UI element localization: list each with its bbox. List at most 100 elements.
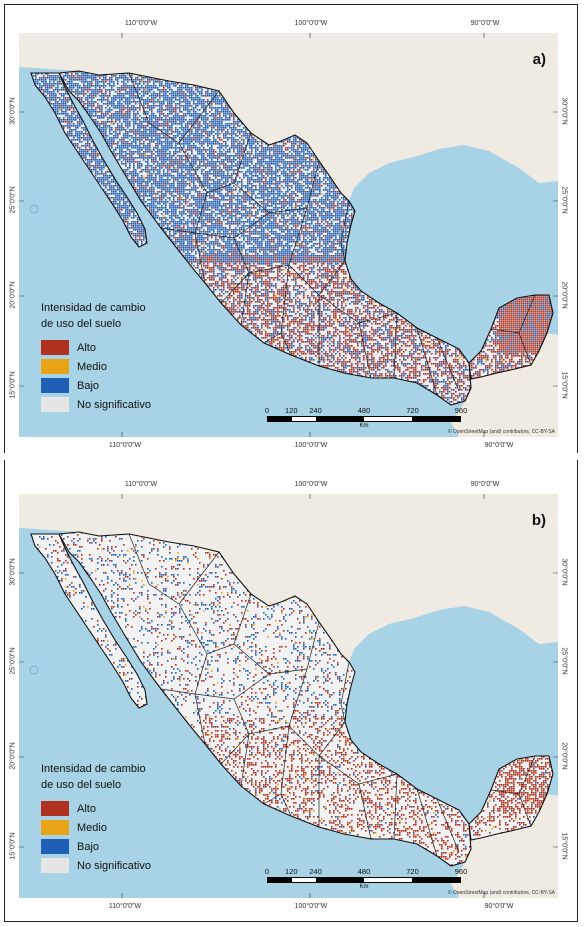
state-border: [436, 337, 460, 392]
scale-bar: 0 120 240 480 720 960 Km: [264, 406, 468, 429]
map-panel-a: 110°0'0"W 100°0'0"W 90°0'0"W 110°0'0"W 1…: [10, 20, 568, 449]
legend-swatch: [41, 858, 69, 873]
legend-title: de uso del suelo: [41, 318, 122, 330]
map-attribution: © OpenStreetMap (and) contributors, CC-B…: [447, 429, 555, 435]
legend-item: Medio: [41, 818, 151, 837]
state-border: [518, 294, 536, 334]
usa-land: [19, 33, 558, 201]
legend-item: Alto: [41, 338, 151, 357]
legend-item: No significativo: [41, 395, 151, 414]
state-border: [340, 200, 350, 262]
legend-swatch: [41, 340, 69, 355]
state-border: [393, 773, 398, 840]
lat-label-right: 30°0'0"N: [560, 97, 568, 125]
central-america-land: [451, 333, 558, 437]
state-border: [160, 688, 196, 695]
legend-item: Bajo: [41, 376, 151, 395]
graticule-ticks: [19, 33, 558, 437]
lon-label-bottom: 90°0'0"W: [484, 442, 514, 449]
legend-item: Bajo: [41, 837, 151, 856]
map-attribution: © OpenStreetMap (and) contributors, CC-B…: [447, 890, 555, 896]
map-canvas-b: [19, 494, 558, 898]
lon-label-bottom: 110°0'0"W: [108, 442, 142, 449]
legend-title: Intensidad de cambio: [41, 763, 146, 775]
lat-label-right: 15°0'0"N: [560, 832, 568, 860]
legend-swatch: [41, 378, 69, 393]
state-border: [416, 788, 438, 857]
island-marker: [29, 665, 39, 675]
state-borders: [128, 533, 536, 857]
state-border: [233, 132, 252, 184]
panel-label: b): [531, 512, 546, 529]
state-border: [393, 312, 398, 379]
lon-label-top: 110°0'0"W: [124, 481, 158, 488]
state-border: [160, 227, 196, 234]
lon-label-top: 90°0'0"W: [470, 20, 500, 27]
lon-label-bottom: 90°0'0"W: [484, 903, 514, 910]
state-border: [436, 798, 460, 853]
lat-label-left: 25°0'0"N: [9, 647, 17, 675]
legend: Intensidad de cambio de uso del suelo Al…: [41, 300, 151, 414]
lon-label-bottom: 110°0'0"W: [108, 903, 142, 910]
map-canvas-a: [19, 33, 558, 437]
map-panel-b: 110°0'0"W 100°0'0"W 90°0'0"W 110°0'0"W 1…: [10, 481, 568, 910]
legend-swatch: [41, 801, 69, 816]
state-border: [128, 72, 180, 144]
figure-frame-top: [4, 4, 578, 453]
state-border: [416, 327, 438, 396]
legend-title: Intensidad de cambio: [41, 302, 146, 314]
state-border: [340, 661, 350, 723]
legend-swatch: [41, 820, 69, 835]
legend-item: Alto: [41, 799, 151, 818]
state-border: [220, 733, 250, 765]
lat-label-left: 15°0'0"N: [9, 832, 17, 860]
scale-bar: 0 120 240 480 720 960 Km: [264, 867, 468, 890]
state-border: [233, 593, 252, 645]
lat-label-right: 15°0'0"N: [560, 371, 568, 399]
lat-label-left: 20°0'0"N: [9, 742, 17, 770]
state-border: [178, 90, 220, 144]
state-border: [128, 533, 180, 605]
state-borders: [128, 72, 536, 396]
lon-label-top: 100°0'0"W: [294, 481, 328, 488]
legend: Intensidad de cambio de uso del suelo Al…: [41, 761, 151, 875]
lat-label-left: 20°0'0"N: [9, 281, 17, 309]
legend-item: No significativo: [41, 856, 151, 875]
legend-swatch: [41, 359, 69, 374]
usa-land: [19, 494, 558, 662]
lat-label-right: 25°0'0"N: [560, 186, 568, 214]
lat-label-right: 20°0'0"N: [560, 742, 568, 770]
panel-label: a): [532, 51, 546, 68]
state-border: [233, 160, 320, 214]
lon-label-top: 100°0'0"W: [294, 20, 328, 27]
island-marker: [29, 204, 39, 214]
central-america-land: [451, 794, 558, 898]
legend-swatch: [41, 839, 69, 854]
lat-label-right: 30°0'0"N: [560, 558, 568, 586]
state-border: [233, 621, 320, 675]
lon-label-top: 90°0'0"W: [470, 481, 500, 488]
state-border: [263, 793, 282, 805]
lat-label-left: 30°0'0"N: [9, 97, 17, 125]
lon-label-bottom: 100°0'0"W: [294, 442, 328, 449]
state-border: [358, 312, 398, 324]
lat-label-left: 30°0'0"N: [9, 558, 17, 586]
national-outline: [30, 70, 554, 406]
lon-label-top: 110°0'0"W: [124, 20, 158, 27]
legend-item: Medio: [41, 357, 151, 376]
graticule-ticks: [19, 494, 558, 898]
state-border: [220, 272, 250, 304]
lat-label-left: 25°0'0"N: [9, 186, 17, 214]
legend-swatch: [41, 397, 69, 412]
lat-label-right: 25°0'0"N: [560, 647, 568, 675]
state-border: [178, 551, 220, 605]
lon-label-bottom: 100°0'0"W: [294, 903, 328, 910]
figure-frame-bottom: [4, 460, 578, 922]
legend-title: de uso del suelo: [41, 779, 122, 791]
national-outline: [30, 531, 554, 867]
state-border: [518, 755, 536, 795]
lat-label-left: 15°0'0"N: [9, 371, 17, 399]
state-border: [358, 773, 398, 785]
state-border: [263, 332, 282, 344]
lat-label-right: 20°0'0"N: [560, 281, 568, 309]
